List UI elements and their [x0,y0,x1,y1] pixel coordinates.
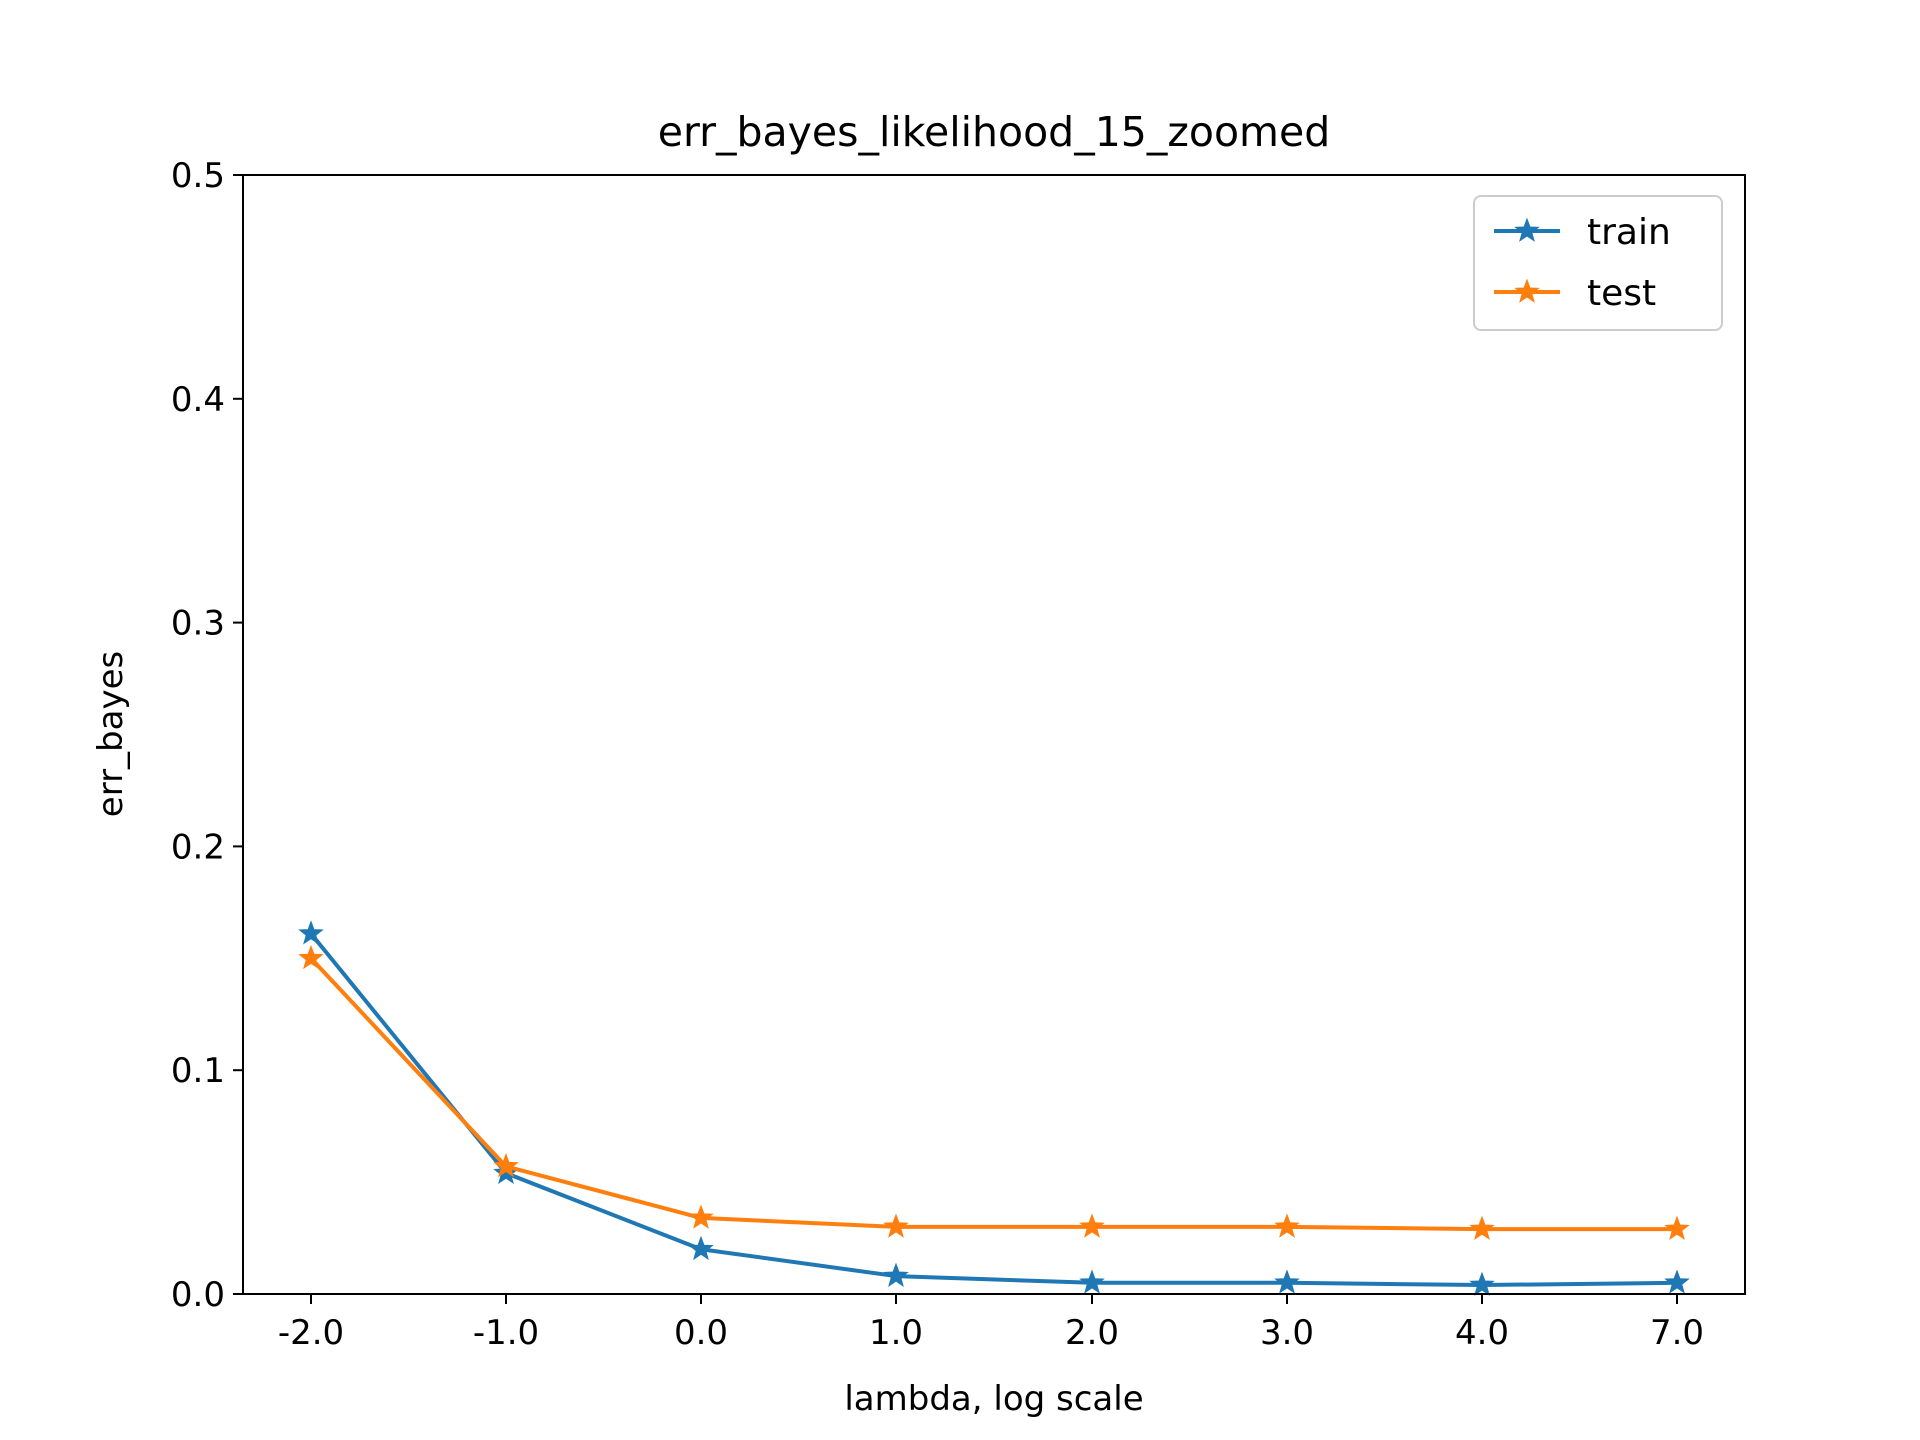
legend-marker-train [1514,217,1540,242]
x-axis: -2.0 -1.0 0.0 1.0 2.0 3.0 4.0 7.0 [278,1294,1704,1353]
data-point-test [1664,1215,1690,1240]
x-tick-label: -1.0 [473,1313,539,1353]
data-point-train [1274,1269,1300,1294]
y-axis-title: err_bayes [91,651,131,817]
legend: train test [1473,195,1723,331]
x-tick-label: 3.0 [1260,1313,1314,1353]
data-point-test [493,1152,519,1178]
data-point-test [688,1204,714,1229]
chart-title: err_bayes_likelihood_15_zoomed [658,108,1331,156]
y-tick-label: 0.3 [171,604,225,644]
data-point-test [883,1213,909,1238]
legend-marker-test [1514,278,1540,303]
data-point-train [688,1235,714,1261]
y-axis: 0.0 0.1 0.2 0.3 0.4 0.5 [171,156,243,1315]
x-tick-label: 7.0 [1650,1313,1704,1353]
legend-label-test: test [1587,273,1656,314]
series-layer [298,920,1690,1296]
series-line-train [308,930,1680,1288]
y-tick-label: 0.5 [171,156,225,196]
data-point-test [1274,1213,1300,1238]
y-tick-label: 0.1 [171,1051,225,1091]
legend-label-train: train [1587,212,1671,253]
data-point-train [298,920,324,945]
x-tick-label: 1.0 [869,1313,923,1353]
data-point-train [883,1262,909,1287]
x-tick-label: 4.0 [1455,1313,1509,1353]
y-tick-label: 0.4 [171,380,225,420]
legend-item-test: test [1494,273,1656,314]
x-tick-label: 2.0 [1065,1313,1119,1353]
data-point-train [1079,1269,1105,1294]
data-point-test [298,944,324,970]
data-point-train [1469,1271,1495,1296]
data-point-test [1469,1215,1495,1240]
x-tick-label: -2.0 [278,1313,344,1353]
y-tick-label: 0.2 [171,827,225,867]
data-point-test [1079,1213,1105,1238]
plot-area [243,175,1745,1294]
plot-frame [242,174,1746,1295]
y-tick-label: 0.0 [171,1275,225,1315]
x-axis-title: lambda, log scale [844,1379,1143,1419]
legend-item-train: train [1494,212,1671,253]
series-line-test [308,955,1679,1232]
data-point-train [1664,1269,1690,1294]
x-tick-label: 0.0 [674,1313,728,1353]
series-train [298,920,1690,1296]
legend-entries: train test [1494,212,1671,314]
series-test [298,944,1690,1240]
